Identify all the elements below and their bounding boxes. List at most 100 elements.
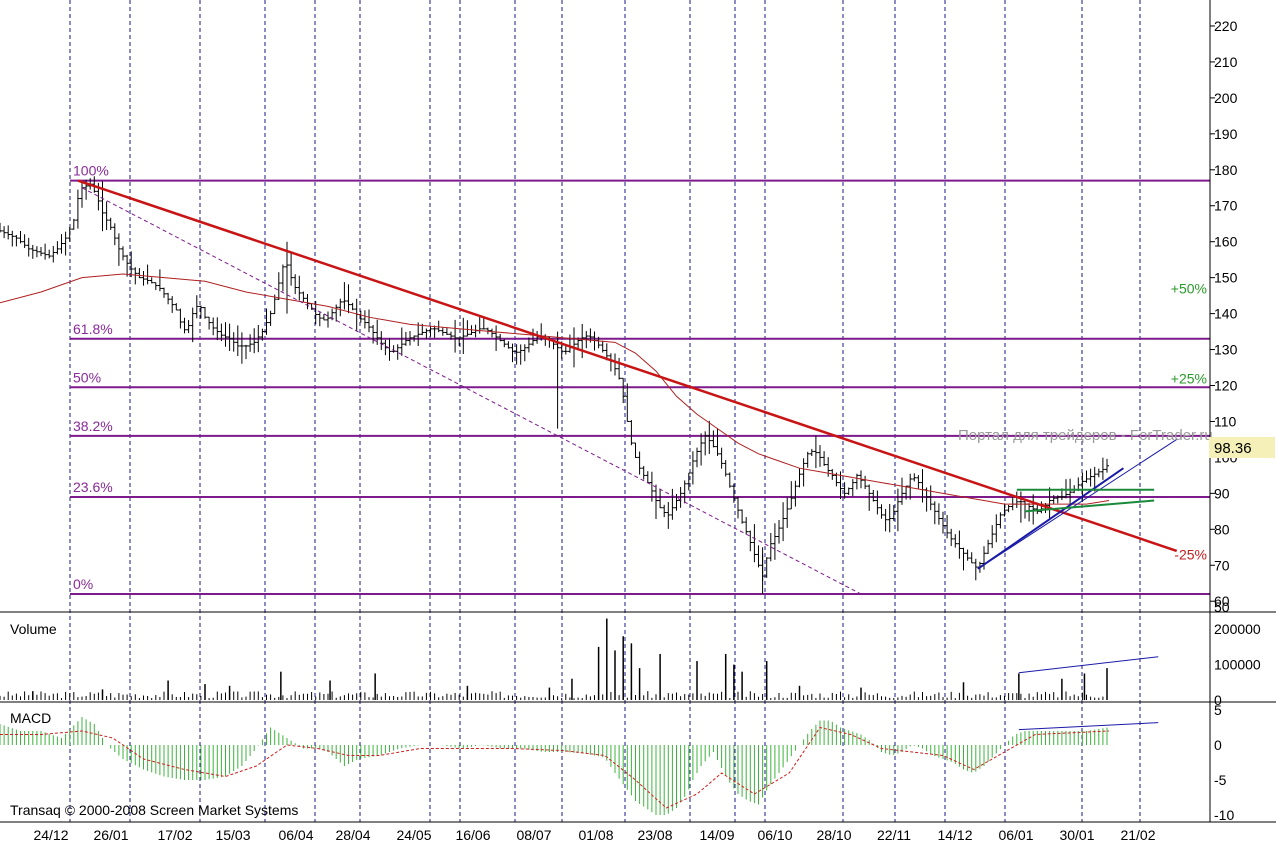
x-tick-label: 23/08	[637, 827, 672, 843]
y-tick-label: 160	[1214, 234, 1238, 250]
macd-signal-line	[0, 726, 1110, 809]
price-bar	[1088, 468, 1093, 487]
price-bar	[125, 254, 130, 277]
x-tick-label: 06/04	[278, 827, 313, 843]
target-label: +25%	[1171, 370, 1207, 386]
price-bar	[244, 344, 248, 360]
price-bar	[453, 319, 458, 353]
price-bar	[895, 488, 900, 532]
price-bar	[248, 334, 253, 352]
x-tick-label: 21/02	[1120, 827, 1155, 843]
price-bar	[375, 319, 380, 345]
price-bar	[239, 332, 244, 364]
x-tick-label: 17/02	[157, 827, 192, 843]
watermark-text: Портал для трейдеров - ForTrader.ru	[958, 427, 1213, 444]
y-tick-label: 180	[1214, 162, 1238, 178]
price-bar	[39, 247, 43, 257]
price-bar	[752, 524, 757, 563]
red-trend-line	[77, 179, 1178, 553]
y-tick-label: 130	[1214, 342, 1238, 358]
price-bar	[928, 485, 933, 511]
price-bar	[666, 501, 671, 529]
price-bar	[510, 343, 515, 363]
price-bar	[22, 234, 27, 248]
price-bar	[908, 473, 913, 500]
price-bar	[252, 328, 257, 354]
price-bar	[801, 458, 806, 487]
fib-label: 50%	[73, 369, 101, 385]
price-bar	[957, 530, 962, 559]
price-bar	[744, 517, 749, 535]
price-bar	[818, 445, 822, 467]
price-bar	[633, 442, 638, 458]
target-label: -25%	[1174, 546, 1207, 562]
macd-panel	[0, 717, 1159, 815]
price-bar	[649, 471, 654, 502]
y-tick-label: 110	[1214, 413, 1237, 429]
price-bars	[0, 176, 1109, 595]
price-bar	[904, 485, 909, 500]
price-bar	[526, 337, 531, 353]
price-bar	[949, 528, 954, 547]
price-bar	[55, 241, 60, 255]
price-bar	[194, 295, 199, 319]
fib-label: 38.2%	[73, 418, 113, 434]
price-bar	[342, 282, 347, 310]
price-bar	[1051, 495, 1056, 505]
x-tick-label: 06/10	[757, 827, 792, 843]
price-bar	[440, 327, 445, 336]
price-bar	[736, 496, 740, 519]
price-bar	[498, 333, 503, 342]
price-bar	[838, 471, 843, 499]
fib-label: 100%	[73, 163, 109, 179]
copyright-text: Transaq © 2000-2008 Screen Market System…	[10, 802, 298, 818]
price-bar	[383, 339, 388, 356]
price-bar	[883, 508, 888, 532]
price-bar	[846, 487, 851, 495]
price-bar	[502, 339, 507, 348]
price-bar	[621, 377, 626, 404]
price-bar	[678, 486, 683, 508]
price-bar	[699, 433, 704, 466]
price-bar	[674, 494, 679, 511]
y-tick-label: 200	[1214, 90, 1238, 106]
price-bar	[764, 557, 769, 578]
price-bar	[47, 249, 52, 259]
price-bar	[379, 331, 384, 351]
y-tick-label: 90	[1214, 485, 1230, 501]
price-bar	[129, 251, 134, 278]
price-bar	[945, 515, 950, 539]
price-bar	[1006, 504, 1011, 513]
price-bar	[912, 473, 917, 482]
price-bar	[805, 451, 810, 468]
price-bar	[580, 323, 585, 359]
price-bar	[936, 503, 941, 525]
price-bar	[973, 558, 978, 581]
price-bar	[879, 504, 884, 519]
price-bar	[662, 504, 667, 518]
price-bar	[723, 460, 728, 477]
price-bar	[842, 482, 847, 499]
price-bar	[395, 344, 400, 360]
price-bar	[1100, 457, 1105, 480]
price-bar	[92, 176, 97, 193]
price-bar	[157, 269, 162, 292]
price-bar	[990, 525, 995, 549]
price-bar	[108, 217, 113, 231]
price-bar	[133, 267, 138, 285]
price-bar	[740, 509, 745, 524]
price-bar	[686, 472, 691, 491]
price-bar	[641, 465, 646, 480]
price-bar	[449, 331, 453, 340]
price-bar	[141, 270, 146, 286]
price-bar	[522, 344, 527, 362]
price-bar	[961, 547, 966, 571]
price-bar	[403, 331, 408, 346]
price-bar	[215, 317, 220, 341]
y-tick-label: 220	[1214, 18, 1238, 34]
price-bar	[1002, 503, 1007, 517]
price-bar	[211, 317, 216, 336]
x-tick-label: 06/01	[998, 827, 1033, 843]
macd-label: MACD	[10, 710, 51, 726]
